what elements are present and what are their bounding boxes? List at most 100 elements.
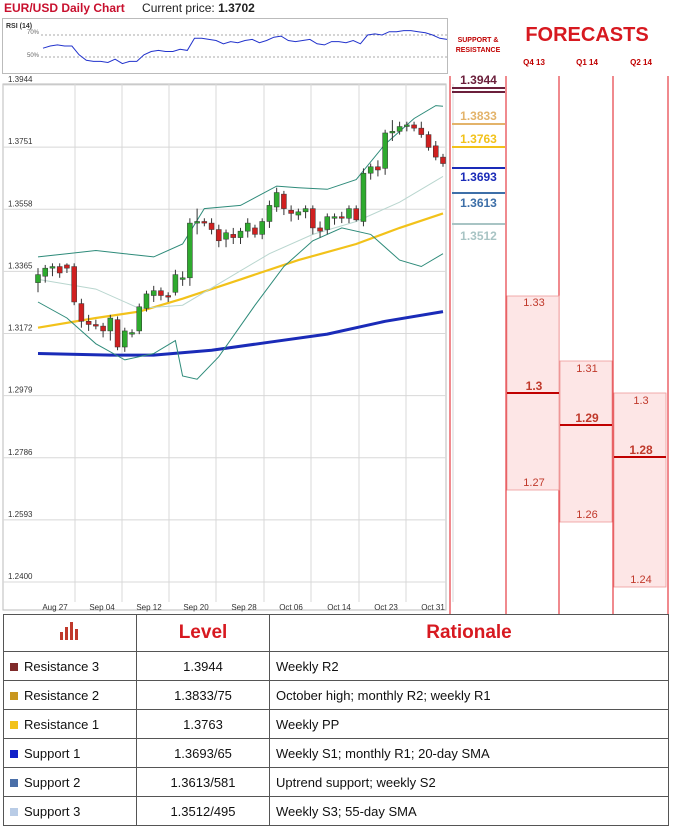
y-tick-label: 1.2979	[8, 386, 33, 395]
price-chart: 1.3944 1.3751 1.3558 1.3365 1.3172 1.2979 1.27…	[2, 76, 669, 614]
candle-down	[93, 324, 99, 327]
row-level: 1.3833/75	[136, 680, 270, 710]
quarter-label-q1: Q1 14	[576, 58, 598, 67]
candle-up	[404, 124, 410, 127]
y-tick-label: 1.2593	[8, 510, 33, 519]
forecast-q2-high: 1.3	[633, 395, 649, 407]
row-name-cell: Resistance 1	[3, 709, 137, 739]
y-tick-label: 1.3558	[8, 199, 33, 208]
swatch-icon	[10, 750, 18, 759]
candle-down	[100, 325, 106, 332]
y-tick-label: 1.3944	[8, 76, 33, 84]
x-tick-label: Oct 14	[327, 603, 351, 612]
forecast-q4-high: 1.33	[523, 297, 545, 309]
candle-up	[331, 216, 338, 219]
candle-up	[266, 205, 273, 222]
candle-up	[194, 221, 200, 224]
candle-up	[324, 216, 331, 230]
candle-up	[49, 266, 56, 269]
sr-level-s1: 1.3693	[460, 170, 497, 184]
forecast-q4-low: 1.27	[523, 477, 545, 489]
table-row: Support 3 1.3512/495 Weekly S3; 55-day S…	[3, 796, 669, 826]
rsi-panel: RSI (14) 70% 50%	[2, 18, 448, 74]
candle-down	[165, 295, 171, 298]
candle-up	[42, 267, 48, 277]
candle-up	[136, 306, 142, 332]
levels-table: Level Rationale Resistance 3 1.3944 Week…	[3, 614, 669, 826]
x-tick-label: Aug 27	[42, 603, 68, 612]
table-header-row: Level Rationale	[3, 614, 669, 652]
x-tick-label: Oct 31	[421, 603, 445, 612]
sr-level-r3: 1.3944	[460, 73, 497, 87]
swatch-icon	[10, 808, 18, 817]
table-row: Resistance 2 1.3833/75 October high; mon…	[3, 680, 669, 710]
row-name: Support 2	[24, 774, 81, 790]
rsi-level-70: 70%	[27, 30, 40, 36]
candle-down	[310, 208, 316, 229]
candle-up	[129, 332, 135, 335]
x-tick-label: Sep 04	[89, 603, 115, 612]
y-tick-label: 1.3365	[8, 261, 33, 270]
forecast-q2-mid: 1.28	[629, 443, 653, 457]
row-rationale: Weekly S1; monthly R1; 20-day SMA	[269, 738, 669, 768]
sr-level-s2: 1.3613	[460, 196, 497, 210]
price-label: Current price:	[142, 1, 215, 15]
candle-up	[346, 208, 352, 219]
series-bollinger-mid	[37, 175, 444, 309]
candle-up	[122, 330, 128, 348]
rsi-label: RSI (14)	[6, 23, 33, 30]
candle-up	[382, 132, 388, 169]
candle-down	[114, 319, 121, 348]
candle-up	[237, 230, 244, 238]
candle-down	[281, 193, 287, 209]
candle-down	[71, 266, 77, 303]
candle-down	[56, 266, 63, 274]
row-name: Resistance 3	[24, 658, 100, 674]
candle-down	[433, 145, 439, 158]
forecast-range	[559, 360, 613, 523]
candle-up	[179, 277, 186, 280]
candle-down	[158, 290, 164, 296]
candle-up	[172, 274, 179, 293]
candle-down	[64, 264, 70, 269]
candle-up	[367, 166, 374, 174]
table-row: Resistance 3 1.3944 Weekly R2	[3, 651, 669, 681]
y-tick-label: 1.2400	[8, 572, 33, 581]
series-bollinger-lower	[37, 227, 444, 380]
forecast-q1-low: 1.26	[576, 509, 598, 521]
row-rationale: October high; monthly R2; weekly R1	[269, 680, 669, 710]
candle-up	[223, 232, 229, 240]
candle-up	[143, 293, 150, 309]
row-name-cell: Support 1	[3, 738, 137, 768]
row-rationale: Weekly S3; 55-day SMA	[269, 796, 669, 826]
row-name-cell: Resistance 2	[3, 680, 137, 710]
candle-down	[375, 166, 381, 171]
forecasts-title: FORECASTS	[525, 24, 649, 46]
candle-down	[230, 234, 237, 238]
row-rationale: Weekly PP	[269, 709, 669, 739]
row-name: Resistance 2	[24, 687, 100, 703]
candle-up	[389, 131, 396, 134]
y-tick-label: 1.3751	[8, 137, 33, 146]
candle-down	[252, 227, 258, 235]
candle-down	[425, 134, 432, 148]
chart-title: EUR/USD Daily Chart	[4, 1, 125, 15]
y-tick-label: 1.3172	[8, 324, 33, 333]
x-tick-label: Oct 23	[374, 603, 398, 612]
bars-icon-cell	[3, 614, 137, 652]
candle-down	[216, 229, 222, 242]
row-level: 1.3693/65	[136, 738, 270, 768]
swatch-icon	[10, 663, 18, 672]
candle-up	[302, 208, 309, 213]
candle-up	[35, 274, 41, 283]
table-row: Resistance 1 1.3763 Weekly PP	[3, 709, 669, 739]
sr-level-r2: 1.3833	[460, 109, 497, 123]
candle-up	[273, 192, 280, 208]
row-level: 1.3613/581	[136, 767, 270, 797]
row-level: 1.3512/495	[136, 796, 270, 826]
forecast-q1-high: 1.31	[576, 363, 598, 375]
price-value: 1.3702	[218, 1, 255, 15]
candle-down	[339, 216, 345, 219]
candle-up	[107, 317, 114, 332]
candle-down	[440, 156, 446, 164]
